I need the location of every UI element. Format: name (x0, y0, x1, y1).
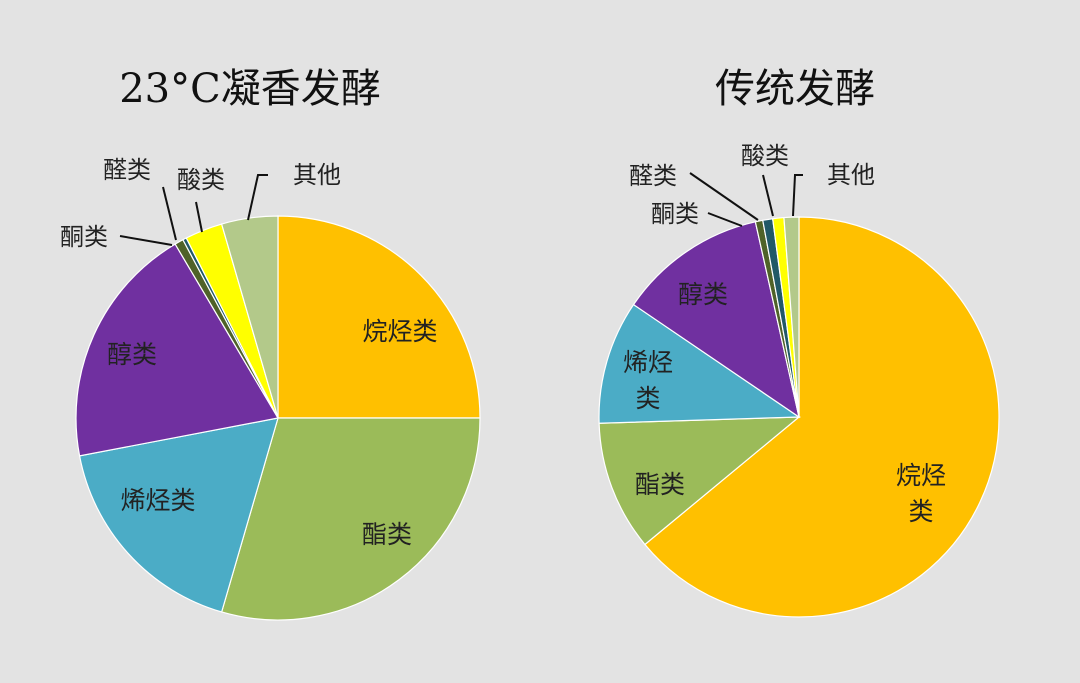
leader-lines-left (119, 174, 268, 246)
chart-title-left: 23°C凝香发酵 (119, 66, 381, 112)
slice-label-alkane-right-line1: 烷烃类 (896, 461, 946, 526)
slice-label-ester-left: 酯类 (362, 520, 412, 549)
slice-label-aldehyde-left: 醛类 (103, 156, 151, 184)
slice-label-other-right: 其他 (827, 161, 875, 189)
pie-slice-alcohol-right (632, 221, 800, 419)
pie-chart-right: 传统发酵 烷烃类 酯类 烯烃类 醇类 酮类 醛类 酸类 其他 (598, 66, 1000, 618)
slice-label-alkane-left: 烷烃类 (362, 317, 437, 346)
slice-label-alcohol-right: 醇类 (678, 280, 728, 309)
leader-lines-right (689, 172, 803, 227)
chart-title-right: 传统发酵 (715, 66, 875, 112)
slice-label-acid-right: 酸类 (741, 142, 789, 170)
pie-slice-alkene-right (598, 303, 801, 424)
slice-label-alkene-right: 烯烃类 (623, 348, 673, 413)
pie-slice-alkane-left (277, 215, 481, 419)
slice-label-acid-left: 酸类 (177, 166, 225, 194)
pie-chart-left: 23°C凝香发酵 烷烃类 酯类 烯烃类 醇类 酮类 醛类 酸类 其他 (60, 66, 481, 621)
slice-label-ester-right: 酯类 (635, 470, 685, 499)
pie-slice-alcohol-left (75, 243, 279, 457)
pie-slice-alkane-right (644, 216, 1000, 618)
slice-label-other-left: 其他 (293, 161, 341, 189)
pie-slice-other-left (220, 215, 279, 419)
pie-slices-right (598, 216, 1000, 618)
pie-slice-other-right (783, 216, 800, 418)
slice-label-ketone-left: 酮类 (60, 223, 108, 251)
slice-label-alkene-left: 烯烃类 (120, 486, 195, 515)
pie-slice-ester-left (220, 417, 481, 621)
pie-slices-left (75, 215, 481, 621)
slice-label-aldehyde-right: 醛类 (629, 162, 677, 190)
pie-slice-ester-right (598, 416, 801, 546)
slice-label-ketone-right: 酮类 (651, 200, 699, 228)
slice-label-alcohol-left: 醇类 (107, 340, 157, 369)
pie-slice-alkene-left (78, 417, 279, 613)
